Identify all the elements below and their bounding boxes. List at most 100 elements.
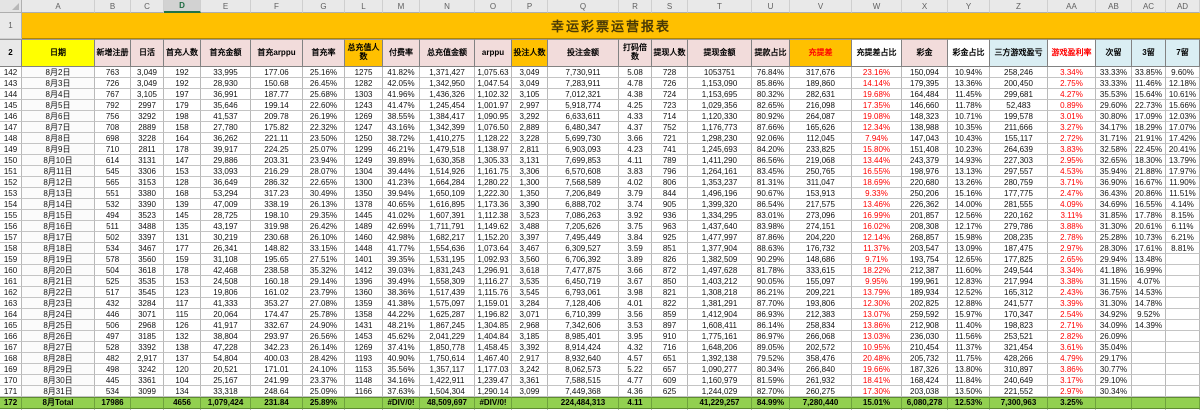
column-letter-AC[interactable]: AC — [1132, 0, 1166, 13]
cell[interactable]: 286.32 — [251, 177, 303, 188]
column-header[interactable]: 次留 — [1096, 39, 1132, 67]
cell[interactable]: 80.34% — [752, 364, 790, 375]
cell[interactable]: 3,392 — [512, 342, 548, 353]
cell[interactable]: 27.51% — [303, 254, 345, 265]
row-number[interactable]: 143 — [0, 78, 22, 89]
cell[interactable]: 38.36% — [383, 287, 420, 298]
cell[interactable]: 3,049 — [131, 78, 164, 89]
cell[interactable]: 17.35% — [852, 100, 902, 111]
cell[interactable]: 36,991 — [201, 89, 251, 100]
cell[interactable] — [1096, 397, 1132, 409]
cell[interactable]: 1412 — [345, 265, 383, 276]
cell[interactable]: 1,554,636 — [420, 243, 475, 254]
cell[interactable]: 910 — [652, 331, 688, 342]
cell[interactable]: 1166 — [345, 386, 383, 397]
cell[interactable]: 83.98% — [752, 221, 790, 232]
cell[interactable]: 197 — [164, 89, 201, 100]
cell[interactable]: 1,115.76 — [475, 287, 512, 298]
cell[interactable]: 178 — [164, 144, 201, 155]
cell[interactable]: 8,062,573 — [548, 364, 619, 375]
cell[interactable]: 1,090,277 — [688, 364, 752, 375]
cell[interactable] — [131, 397, 164, 409]
cell[interactable]: 511 — [95, 221, 131, 232]
cell[interactable]: 220,162 — [990, 210, 1048, 221]
cell[interactable]: 1,382,509 — [688, 254, 752, 265]
cell[interactable]: 10.73% — [1132, 232, 1166, 243]
cell[interactable]: 13.50% — [948, 386, 990, 397]
cell[interactable]: 872 — [652, 265, 688, 276]
cell[interactable]: 40.90% — [383, 353, 420, 364]
cell[interactable]: 18.30% — [1132, 155, 1166, 166]
cell[interactable]: 844 — [652, 188, 688, 199]
column-letter-P[interactable]: P — [512, 0, 548, 13]
cell[interactable]: 3.75 — [619, 221, 652, 232]
cell[interactable]: 1359 — [345, 298, 383, 309]
cell[interactable]: 217,994 — [990, 276, 1048, 287]
cell[interactable]: 1148 — [345, 375, 383, 386]
cell[interactable]: 7,012,321 — [548, 89, 619, 100]
cell[interactable]: 28,725 — [201, 210, 251, 221]
cell[interactable]: 8月8日 — [22, 133, 95, 144]
row-number[interactable]: 170 — [0, 375, 22, 386]
cell[interactable]: 37.63% — [383, 386, 420, 397]
cell[interactable]: 708 — [95, 122, 131, 133]
cell[interactable]: 212,387 — [902, 265, 948, 276]
cell[interactable]: 1,239.47 — [475, 375, 512, 386]
cell[interactable]: 193,754 — [902, 254, 948, 265]
cell[interactable]: 236,030 — [902, 331, 948, 342]
cell[interactable]: 41,537 — [201, 111, 251, 122]
cell[interactable]: 1,073.64 — [475, 243, 512, 254]
cell[interactable]: 208,235 — [990, 232, 1048, 243]
cell[interactable]: 20.86% — [1132, 188, 1166, 199]
cell[interactable]: 1,411,290 — [688, 155, 752, 166]
cell[interactable]: 1282 — [345, 78, 383, 89]
cell[interactable]: 189,860 — [790, 78, 852, 89]
column-letter-E[interactable]: E — [201, 0, 251, 13]
cell[interactable]: 8月5日 — [22, 100, 95, 111]
cell[interactable]: 135 — [164, 221, 201, 232]
cell[interactable]: 29.60% — [1096, 100, 1132, 111]
cell[interactable]: 35.53% — [1096, 89, 1132, 100]
cell[interactable]: 203,547 — [902, 243, 948, 254]
cell[interactable]: 10.71% — [948, 111, 990, 122]
cell[interactable]: 279,786 — [990, 221, 1048, 232]
cell[interactable]: 3,523 — [512, 210, 548, 221]
cell[interactable]: 14.39% — [1132, 320, 1166, 331]
cell[interactable]: 1,436,326 — [420, 89, 475, 100]
row-number[interactable]: 165 — [0, 320, 22, 331]
cell[interactable]: 86.93% — [752, 309, 790, 320]
cell[interactable]: 2.97% — [1048, 243, 1096, 254]
cell[interactable]: 233,825 — [790, 144, 852, 155]
cell[interactable]: 528 — [95, 342, 131, 353]
cell[interactable]: 532 — [95, 199, 131, 210]
cell[interactable]: 12.65% — [948, 254, 990, 265]
column-header[interactable]: 首充人数 — [164, 39, 201, 67]
cell[interactable]: 260,275 — [790, 386, 852, 397]
cell[interactable]: 164,484 — [902, 89, 948, 100]
cell[interactable]: 332.67 — [251, 320, 303, 331]
cell[interactable]: 27.08% — [303, 298, 345, 309]
cell[interactable]: 230.68 — [251, 232, 303, 243]
cell[interactable]: 8月18日 — [22, 243, 95, 254]
cell[interactable]: 821 — [652, 287, 688, 298]
cell[interactable]: 3.83% — [1048, 144, 1096, 155]
cell[interactable]: 565 — [95, 177, 131, 188]
cell[interactable]: 2.47% — [1048, 188, 1096, 199]
cell[interactable]: 317.23 — [251, 188, 303, 199]
cell[interactable]: 36,649 — [201, 177, 251, 188]
cell[interactable]: 905 — [652, 199, 688, 210]
cell[interactable]: 202,572 — [790, 342, 852, 353]
column-header[interactable]: 彩金占比 — [948, 39, 990, 67]
cell[interactable]: 8月31日 — [22, 386, 95, 397]
cell[interactable] — [345, 397, 383, 409]
cell[interactable]: 187,326 — [902, 364, 948, 375]
cell[interactable]: 29.17% — [1096, 353, 1132, 364]
cell[interactable]: 15.80% — [852, 144, 902, 155]
cell[interactable]: 208,308 — [902, 221, 948, 232]
cell[interactable]: 3,306 — [512, 166, 548, 177]
cell[interactable]: 1,102.32 — [475, 89, 512, 100]
cell[interactable]: 1,079,424 — [201, 397, 251, 409]
cell[interactable]: 43.16% — [383, 122, 420, 133]
cell[interactable]: 6,888,702 — [548, 199, 619, 210]
cell[interactable]: 203,038 — [902, 386, 948, 397]
